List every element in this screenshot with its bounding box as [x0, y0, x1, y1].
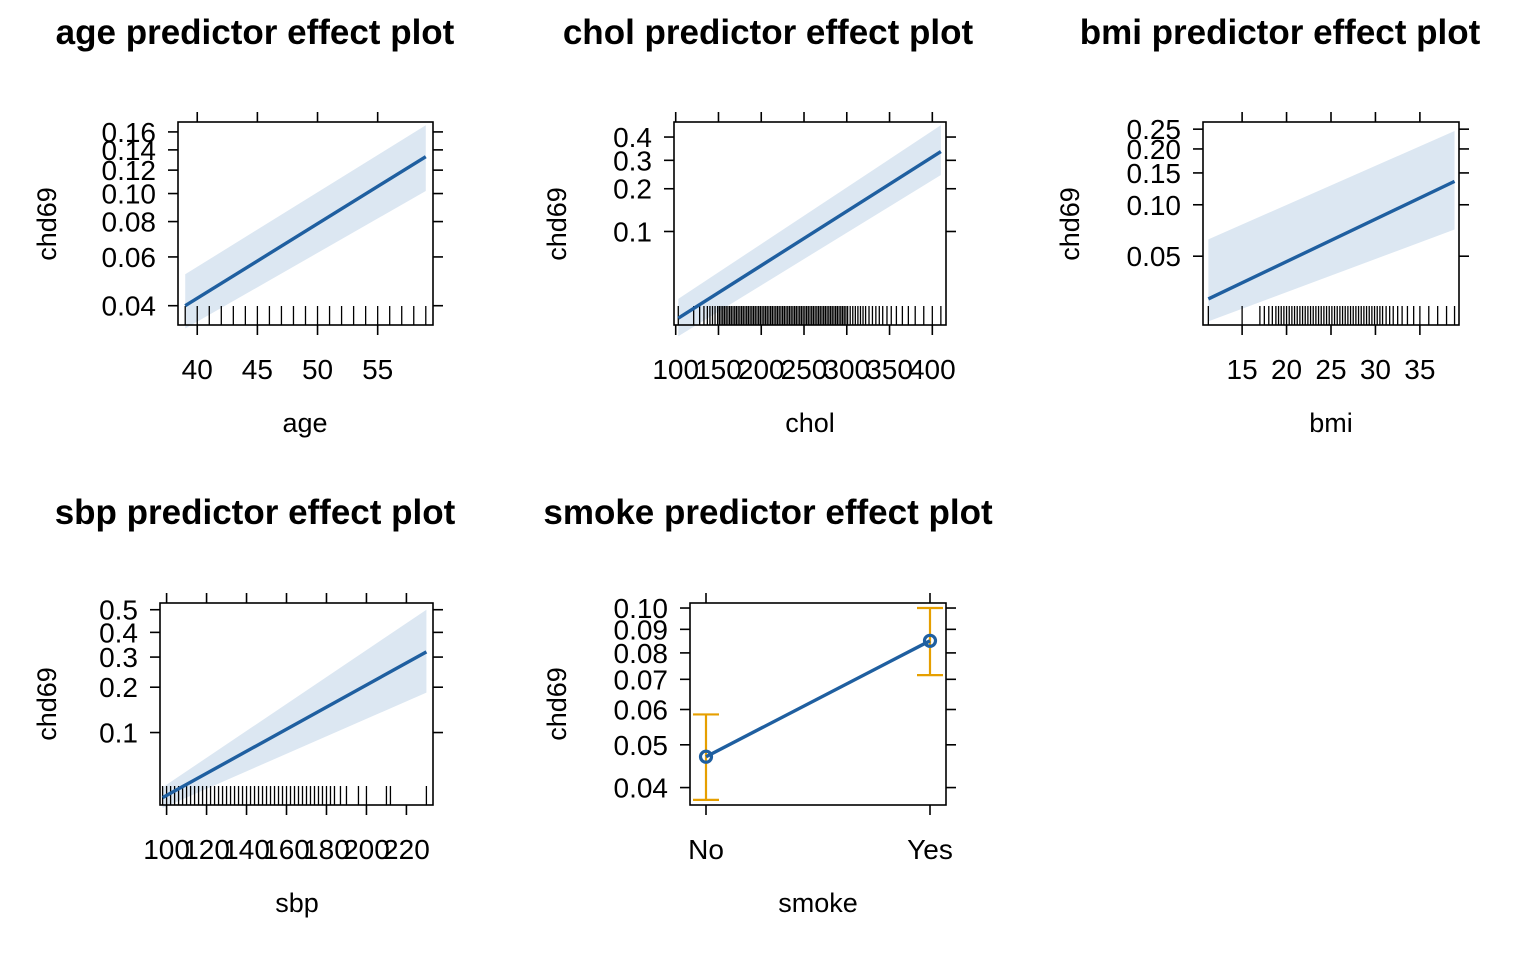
smoke-y-tick-label: 0.08 — [614, 638, 669, 669]
smoke-plot-frame — [689, 602, 947, 806]
bmi-confidence-band — [1208, 131, 1455, 322]
age-effect-panel: age predictor effect plot age chd69 40 45… — [32, 13, 455, 438]
sbp-plot-frame — [159, 602, 434, 806]
bmi-y-tick-label: 0.15 — [1127, 158, 1182, 189]
sbp-y-tick-label: 0.4 — [99, 617, 138, 648]
bmi-y-tick-label: 0.25 — [1127, 114, 1182, 145]
chol-x-tick-label: 400 — [909, 354, 956, 385]
smoke-y-axis-title: chd69 — [542, 667, 572, 741]
age-panel-title: age predictor effect plot — [56, 13, 455, 52]
bmi-x-tick-label: 35 — [1404, 354, 1435, 385]
age-x-axis-title: age — [282, 408, 327, 438]
bmi-x-tick-label: 15 — [1227, 354, 1258, 385]
smoke-x-axis-title: smoke — [778, 888, 858, 918]
smoke-y-tick-label: 0.06 — [614, 694, 669, 725]
bmi-effect-line — [1207, 179, 1456, 301]
age-effect-line — [184, 155, 427, 308]
age-y-tick-label: 0.10 — [102, 179, 157, 210]
bmi-x-axis-title: bmi — [1309, 408, 1353, 438]
bmi-y-tick-label: 0.10 — [1127, 190, 1182, 221]
age-y-tick-label: 0.16 — [102, 117, 157, 148]
age-y-tick-label: 0.04 — [102, 291, 157, 322]
age-y-tick-label: 0.14 — [102, 135, 157, 166]
smoke-x-tick-label: Yes — [907, 834, 953, 865]
sbp-y-axis-title: chd69 — [32, 667, 62, 741]
age-x-tick-label: 50 — [302, 354, 333, 385]
sbp-x-tick-label: 180 — [303, 834, 350, 865]
age-y-axis-title: chd69 — [32, 187, 62, 261]
smoke-point-no — [698, 749, 714, 764]
chol-x-tick-label: 200 — [738, 354, 785, 385]
chol-y-tick-label: 0.3 — [613, 145, 652, 176]
chol-x-axis-title: chol — [785, 408, 835, 438]
age-confidence-band — [185, 125, 426, 329]
age-y-tick-label: 0.12 — [102, 155, 157, 186]
sbp-effect-panel: sbp predictor effect plot sbp chd69 1001… — [32, 493, 456, 918]
sbp-x-tick-label: 140 — [223, 834, 270, 865]
chol-y-axis-title: chd69 — [542, 187, 572, 261]
bmi-y-axis-title: chd69 — [1055, 187, 1085, 261]
bmi-y-tick-label: 0.05 — [1127, 241, 1182, 272]
age-x-tick-label: 55 — [362, 354, 393, 385]
smoke-effect-line — [705, 639, 931, 759]
sbp-x-axis-title: sbp — [275, 888, 319, 918]
chol-x-tick-label: 350 — [866, 354, 913, 385]
bmi-effect-panel: bmi predictor effect plot bmi chd69 15 20… — [1055, 13, 1481, 438]
sbp-confidence-band — [162, 609, 427, 809]
chol-y-tick-label: 0.1 — [613, 216, 652, 247]
age-x-tick-label: 40 — [182, 354, 213, 385]
smoke-point-yes — [922, 633, 938, 648]
smoke-y-tick-label: 0.04 — [614, 773, 669, 804]
sbp-x-tick-label: 100 — [143, 834, 190, 865]
bmi-x-tick-label: 25 — [1315, 354, 1346, 385]
sbp-x-tick-label: 220 — [383, 834, 430, 865]
chol-x-tick-label: 250 — [781, 354, 828, 385]
sbp-x-tick-label: 200 — [343, 834, 390, 865]
sbp-x-tick-label: 120 — [183, 834, 230, 865]
age-y-tick-label: 0.06 — [102, 242, 157, 273]
sbp-y-tick-label: 0.5 — [99, 595, 138, 626]
chol-effect-line — [677, 150, 942, 320]
chol-x-tick-label: 150 — [695, 354, 742, 385]
chol-confidence-band — [678, 125, 941, 337]
sbp-x-tick-label: 160 — [263, 834, 310, 865]
chol-y-tick-label: 0.4 — [613, 122, 652, 153]
smoke-x-tick-label: No — [688, 834, 724, 865]
sbp-y-tick-label: 0.1 — [99, 718, 138, 749]
bmi-x-tick-label: 20 — [1271, 354, 1302, 385]
chol-y-tick-label: 0.2 — [613, 174, 652, 205]
sbp-effect-line — [161, 650, 428, 800]
chol-effect-panel: chol predictor effect plot chol chd69 10… — [542, 13, 973, 438]
chol-x-tick-label: 300 — [823, 354, 870, 385]
smoke-panel-title: smoke predictor effect plot — [543, 493, 993, 532]
sbp-y-tick-label: 0.3 — [99, 642, 138, 673]
smoke-y-tick-label: 0.07 — [614, 664, 669, 695]
chol-x-tick-label: 100 — [652, 354, 699, 385]
sbp-y-tick-label: 0.2 — [99, 672, 138, 703]
chol-panel-title: chol predictor effect plot — [563, 13, 974, 52]
smoke-y-tick-label: 0.05 — [614, 730, 669, 761]
smoke-y-tick-label: 0.10 — [614, 593, 669, 624]
age-x-tick-label: 45 — [242, 354, 273, 385]
bmi-x-tick-label: 30 — [1360, 354, 1391, 385]
sbp-panel-title: sbp predictor effect plot — [55, 493, 456, 532]
bmi-y-tick-label: 0.20 — [1127, 134, 1182, 165]
smoke-y-tick-label: 0.09 — [614, 614, 669, 645]
age-y-tick-label: 0.08 — [102, 207, 157, 238]
bmi-panel-title: bmi predictor effect plot — [1080, 13, 1481, 52]
smoke-effect-panel: smoke predictor effect plot smoke chd69 … — [542, 493, 993, 918]
